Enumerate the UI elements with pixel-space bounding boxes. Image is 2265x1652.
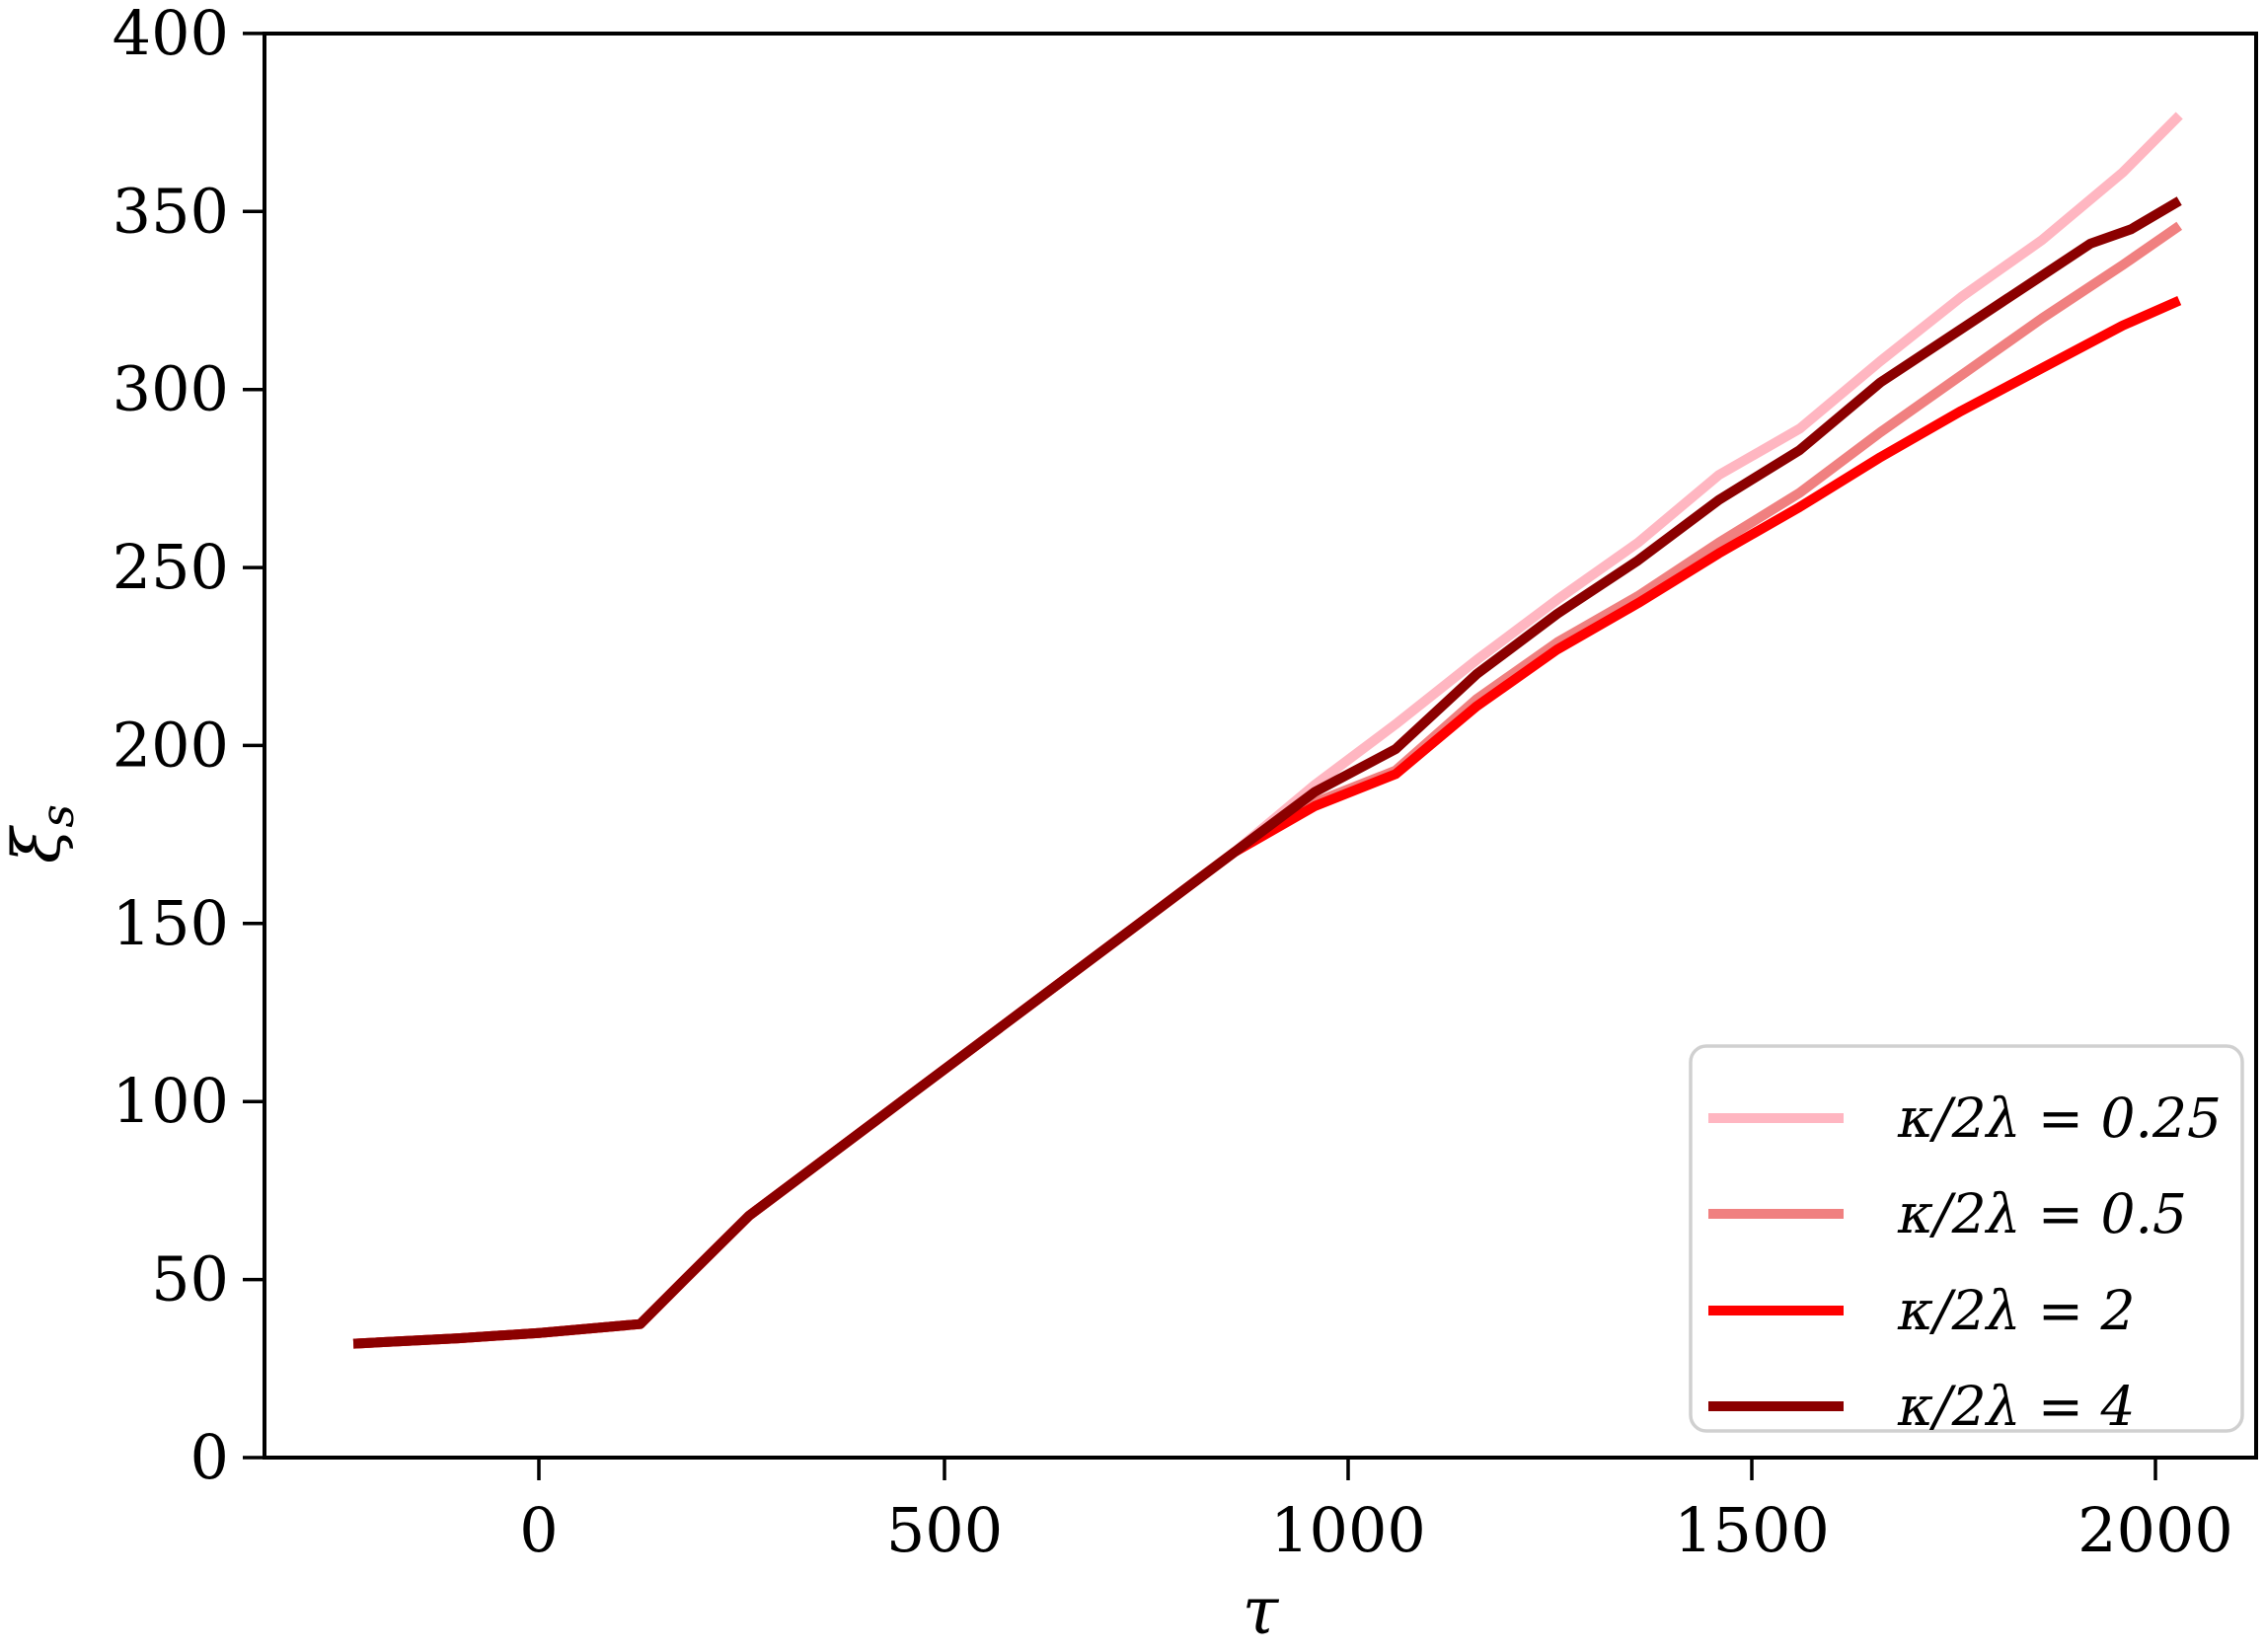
y-tick-label: 300 (113, 353, 229, 425)
legend-label-kappa-0.5: κ/2λ = 0.5 (1897, 1182, 2187, 1245)
y-tick-label: 100 (113, 1065, 229, 1137)
legend: κ/2λ = 0.25 κ/2λ = 0.5 κ/2λ = 2 κ/2λ = 4 (1689, 1044, 2244, 1438)
x-tick-labels: 0 500 1000 1500 2000 (519, 1494, 2233, 1566)
x-tick-label: 0 (519, 1494, 558, 1566)
y-tick-marks (243, 32, 264, 1460)
y-tick-label: 400 (113, 0, 229, 69)
y-tick-labels: 0 50 100 150 200 250 300 350 400 (113, 0, 229, 1493)
x-tick-label: 1500 (1674, 1494, 1830, 1566)
y-tick-label: 350 (113, 175, 229, 247)
x-axis-label: τ (1243, 1573, 1280, 1649)
legend-label-kappa-2: κ/2λ = 2 (1897, 1279, 2136, 1342)
y-tick-label: 0 (190, 1421, 229, 1493)
legend-label-kappa-4: κ/2λ = 4 (1897, 1375, 2136, 1438)
y-tick-label: 150 (113, 887, 229, 959)
x-tick-label: 500 (886, 1494, 1003, 1566)
x-tick-label: 2000 (2077, 1494, 2233, 1566)
x-tick-label: 1000 (1270, 1494, 1426, 1566)
series-line-kappa-4 (352, 196, 2182, 1349)
data-lines (352, 112, 2183, 1349)
y-tick-label: 50 (151, 1243, 229, 1315)
legend-box (1689, 1044, 2244, 1433)
y-axis-label: ξs (0, 804, 84, 864)
legend-label-kappa-0.25: κ/2λ = 0.25 (1897, 1087, 2222, 1150)
y-axis-label-base: ξ (0, 824, 75, 864)
y-tick-label: 250 (113, 531, 229, 603)
x-tick-marks (537, 1458, 2157, 1480)
y-axis-label-subscript: s (31, 804, 84, 828)
y-tick-label: 200 (113, 709, 229, 781)
